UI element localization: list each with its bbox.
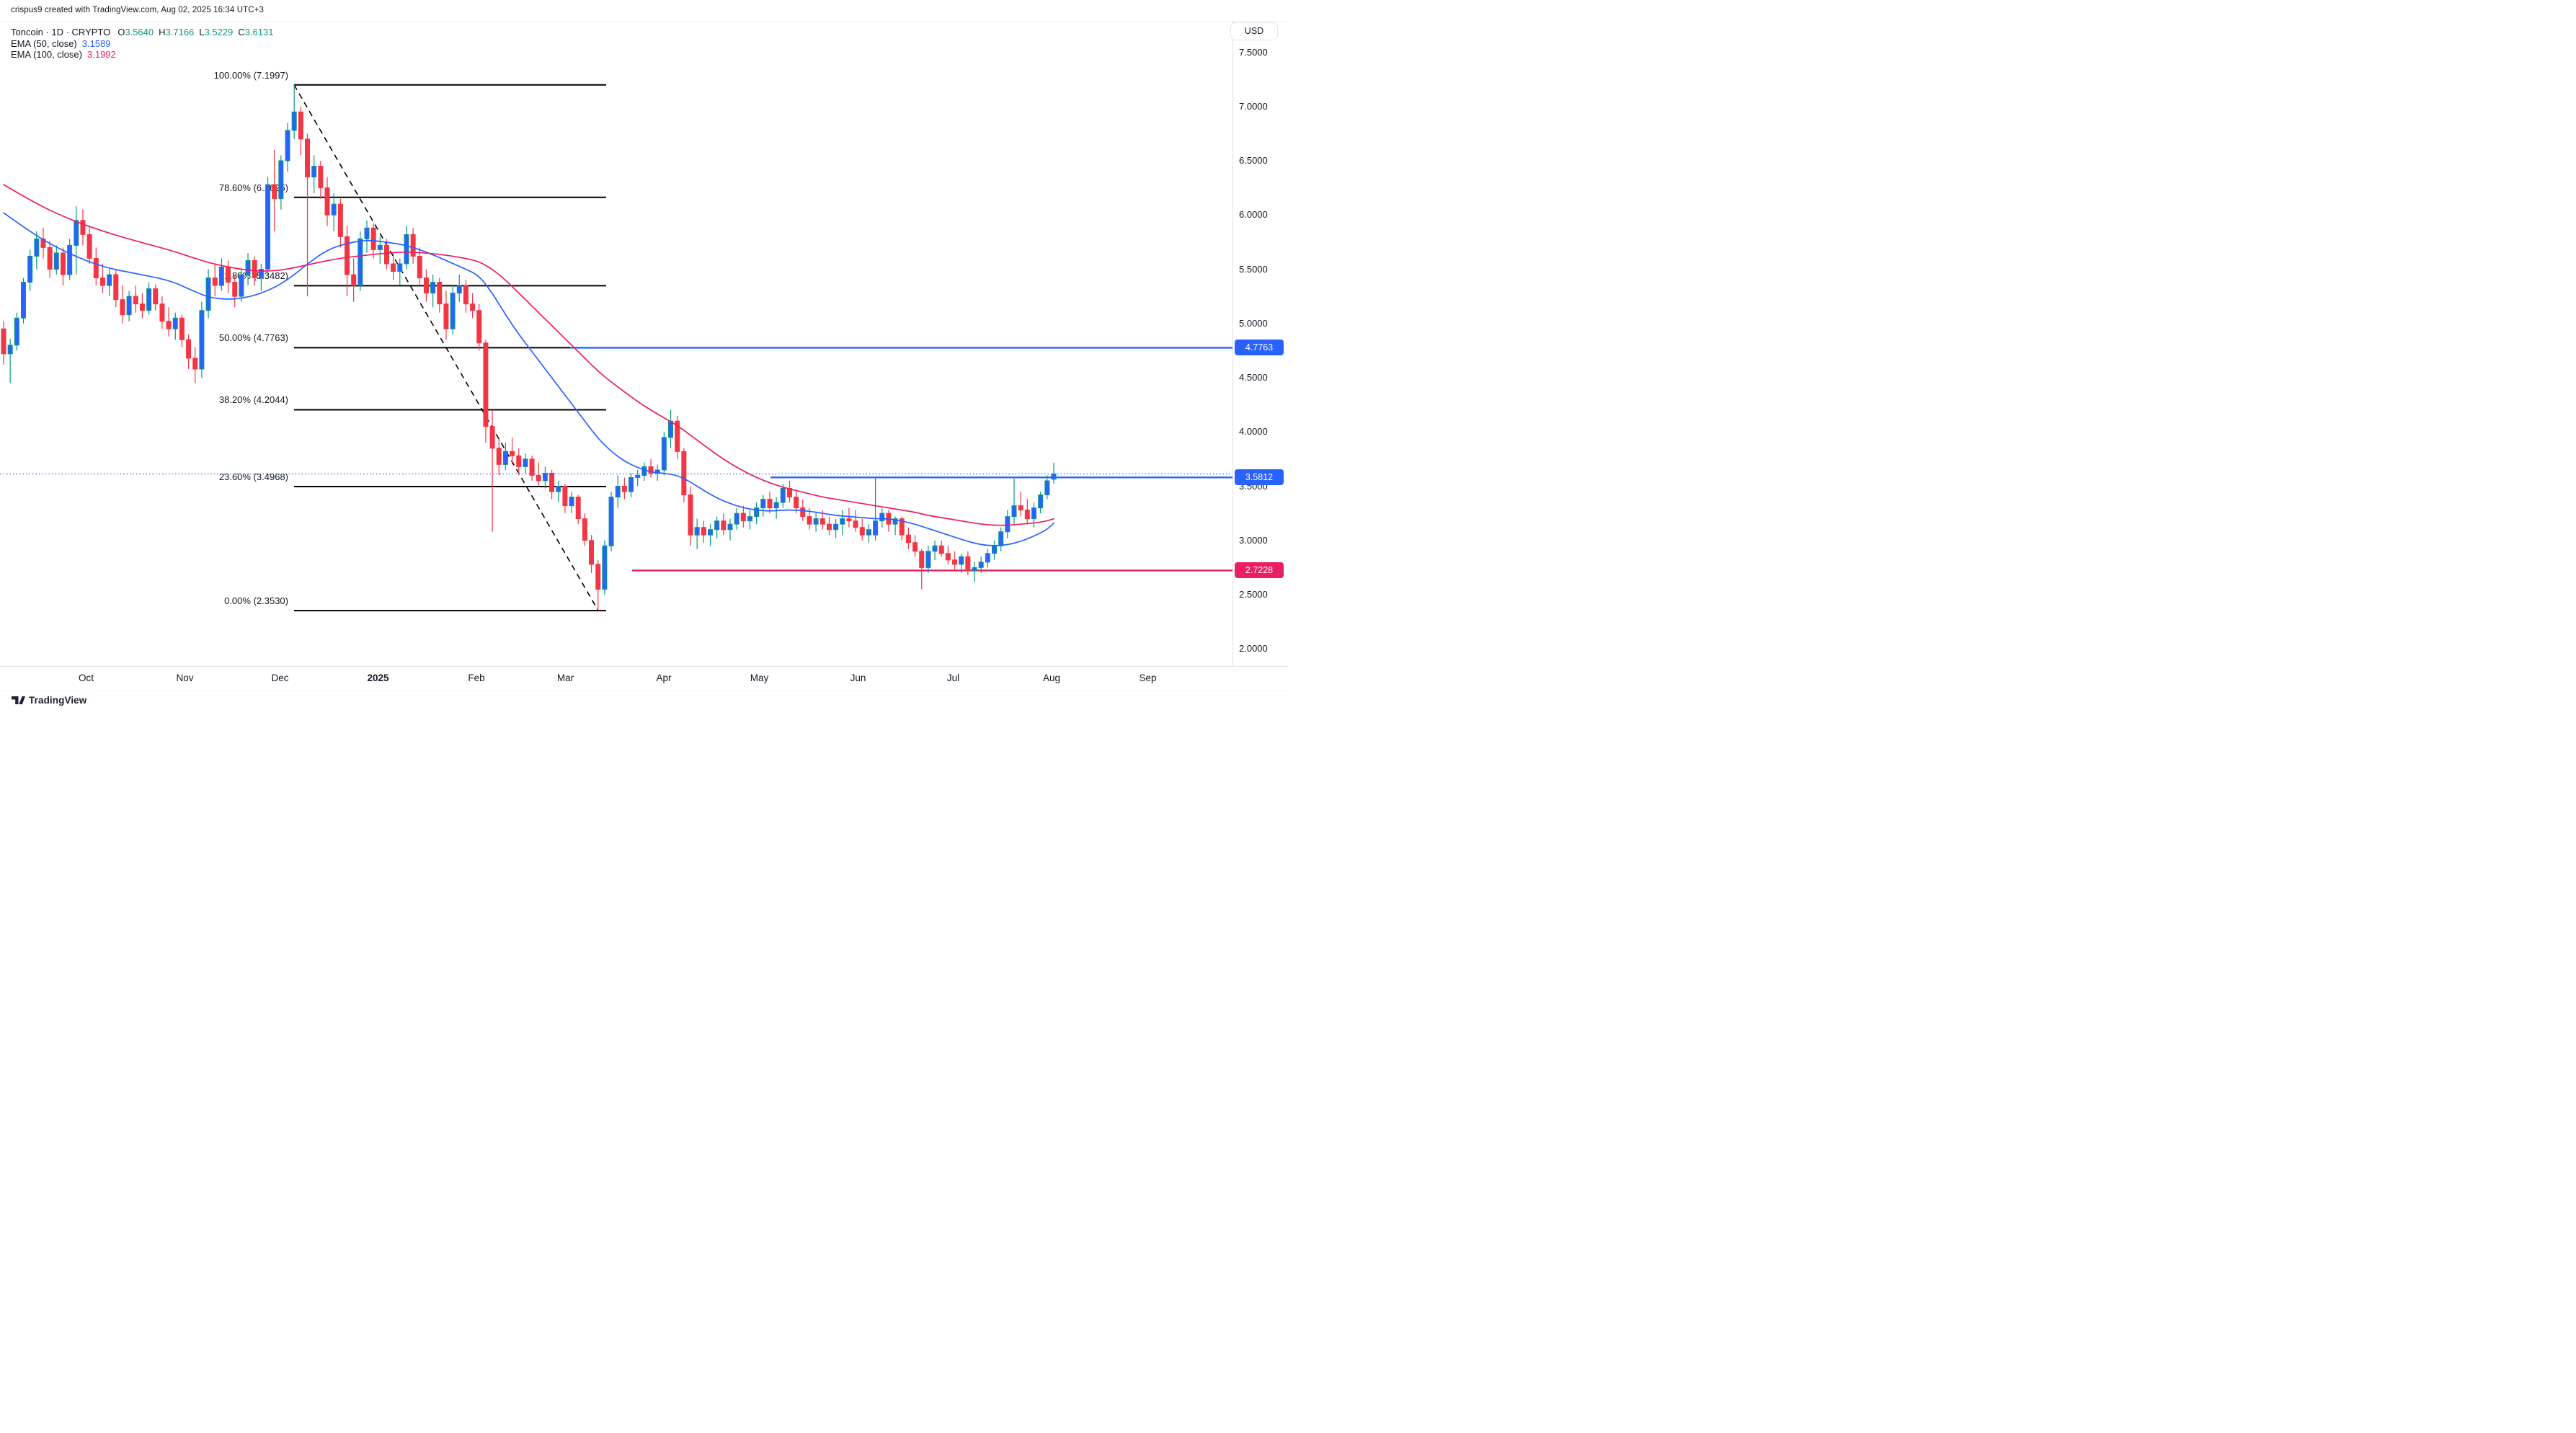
fib-label: 100.00% (7.1997) <box>213 69 288 81</box>
candles-layer <box>1 84 1057 611</box>
fib-label: 50.00% (4.7763) <box>218 332 288 344</box>
tradingview-logo-text: TradingView <box>29 695 87 706</box>
symbol-title: Toncoin · 1D · CRYPTO <box>11 27 111 37</box>
ohlc-value: 3.5640 <box>125 27 154 37</box>
time-tick-label: May <box>750 673 769 683</box>
ema-line <box>3 212 1054 546</box>
time-tick-label: Sep <box>1139 673 1157 683</box>
legend-ema50-row: EMA (50, close) 3.1589 <box>11 38 273 50</box>
currency-button[interactable]: USD <box>1230 22 1278 40</box>
price-badge: 4.7763 <box>1235 340 1284 356</box>
time-tick-label: Aug <box>1042 673 1061 683</box>
time-tick-label: Apr <box>656 673 672 683</box>
time-tick-label: Nov <box>176 673 194 683</box>
ohlc-value: 3.5229 <box>204 27 234 37</box>
price-tick-label: 3.0000 <box>1239 534 1268 546</box>
ema-lines-layer <box>3 184 1054 546</box>
price-tick-label: 5.5000 <box>1239 263 1268 275</box>
ohlc-value: 3.7166 <box>165 27 195 37</box>
price-badge: 3.5812 <box>1235 469 1284 486</box>
pane-top-border <box>0 21 1288 22</box>
price-tick-label: 5.0000 <box>1239 317 1268 329</box>
tradingview-logo-icon <box>12 696 25 704</box>
ohlc-key: L <box>199 27 205 37</box>
price-tick-label: 7.0000 <box>1239 100 1268 112</box>
attribution-text: crispus9 created with TradingView.com, A… <box>11 6 264 14</box>
drawings-layer <box>293 84 1233 612</box>
legend-symbol-row: Toncoin · 1D · CRYPTO O3.5640 H3.7166 L3.52… <box>11 27 273 38</box>
time-tick-label: Jun <box>850 673 866 683</box>
ohlc-values: O3.5640 H3.7166 L3.5229 C3.6131 <box>117 27 273 37</box>
ohlc-key: H <box>159 27 166 37</box>
ohlc-key: O <box>117 27 125 37</box>
price-tick-label: 6.0000 <box>1239 209 1268 221</box>
chart-canvas[interactable] <box>0 0 1288 716</box>
price-tick-label: 7.5000 <box>1239 46 1268 58</box>
price-tick-label: 2.0000 <box>1239 643 1268 655</box>
time-tick-label: Feb <box>468 673 485 683</box>
ohlc-value: 3.6131 <box>244 27 274 37</box>
time-tick-label: 2025 <box>367 673 389 683</box>
fib-label: 0.00% (2.3530) <box>224 595 288 607</box>
price-tick-label: 6.5000 <box>1239 155 1268 166</box>
ema100-value: 3.1992 <box>87 49 116 60</box>
fib-label: 78.60% (6.1625) <box>218 182 288 193</box>
time-tick-label: Jul <box>946 673 960 683</box>
tradingview-logo: TradingView <box>12 695 86 706</box>
time-tick-label: Dec <box>271 673 289 683</box>
chart-legend: Toncoin · 1D · CRYPTO O3.5640 H3.7166 L3.52… <box>11 27 273 61</box>
ema100-label: EMA (100, close) <box>11 49 82 60</box>
ema50-label: EMA (50, close) <box>11 37 77 49</box>
price-tick-label: 4.0000 <box>1239 426 1268 438</box>
price-tick-label: 4.5000 <box>1239 372 1268 383</box>
ema50-value: 3.1589 <box>81 37 111 49</box>
price-badge: 2.7228 <box>1235 562 1284 579</box>
time-tick-label: Oct <box>78 673 94 683</box>
time-tick-label: Mar <box>556 673 574 683</box>
dashed-trendline <box>293 84 599 611</box>
price-tick-label: 2.5000 <box>1239 589 1268 600</box>
fib-label: 38.20% (4.2044) <box>218 394 288 406</box>
ohlc-key: C <box>238 27 245 37</box>
fib-label: 23.60% (3.4968) <box>218 471 288 482</box>
time-axis-border <box>0 666 1288 667</box>
legend-ema100-row: EMA (100, close) 3.1992 <box>11 49 273 61</box>
ema-line <box>3 184 1054 526</box>
